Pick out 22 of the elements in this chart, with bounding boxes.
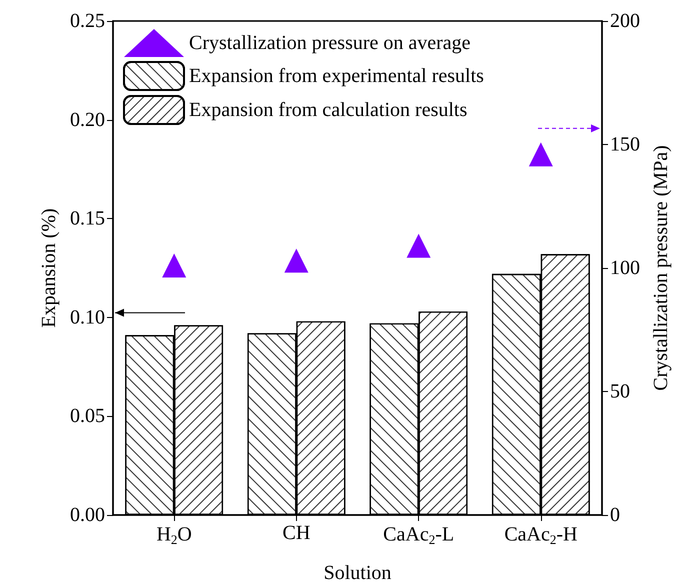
point bbox=[528, 142, 553, 166]
y2-tick-label: 200 bbox=[610, 10, 640, 32]
y2-tick-label: 100 bbox=[610, 257, 640, 279]
y-tick-label: 0.10 bbox=[70, 306, 105, 328]
x-axis-title: Solution bbox=[324, 562, 392, 584]
y-tick-label: 0.20 bbox=[70, 108, 105, 131]
y2-axis-title: Crystallization pressure (MPa) bbox=[650, 145, 672, 391]
x-tick-label: CH bbox=[282, 522, 310, 544]
legend-label: Crystallization pressure on average bbox=[189, 32, 471, 54]
y-tick-label: 0.05 bbox=[70, 405, 105, 428]
y2-tick-label: 0 bbox=[610, 504, 620, 526]
point bbox=[284, 248, 308, 273]
y-tick-label: 0.25 bbox=[70, 10, 105, 32]
legend-label: Expansion from calculation results bbox=[189, 99, 468, 121]
y-tick-label: 0.00 bbox=[70, 504, 105, 526]
y2-tick-label: 150 bbox=[610, 134, 640, 156]
point bbox=[406, 234, 431, 258]
point bbox=[162, 254, 186, 278]
y-axis-title: Expansion (%) bbox=[38, 208, 60, 328]
legend-label: Expansion from experimental results bbox=[189, 65, 484, 87]
y-tick-label: 0.15 bbox=[70, 208, 105, 230]
y2-tick-label: 50 bbox=[610, 380, 630, 402]
